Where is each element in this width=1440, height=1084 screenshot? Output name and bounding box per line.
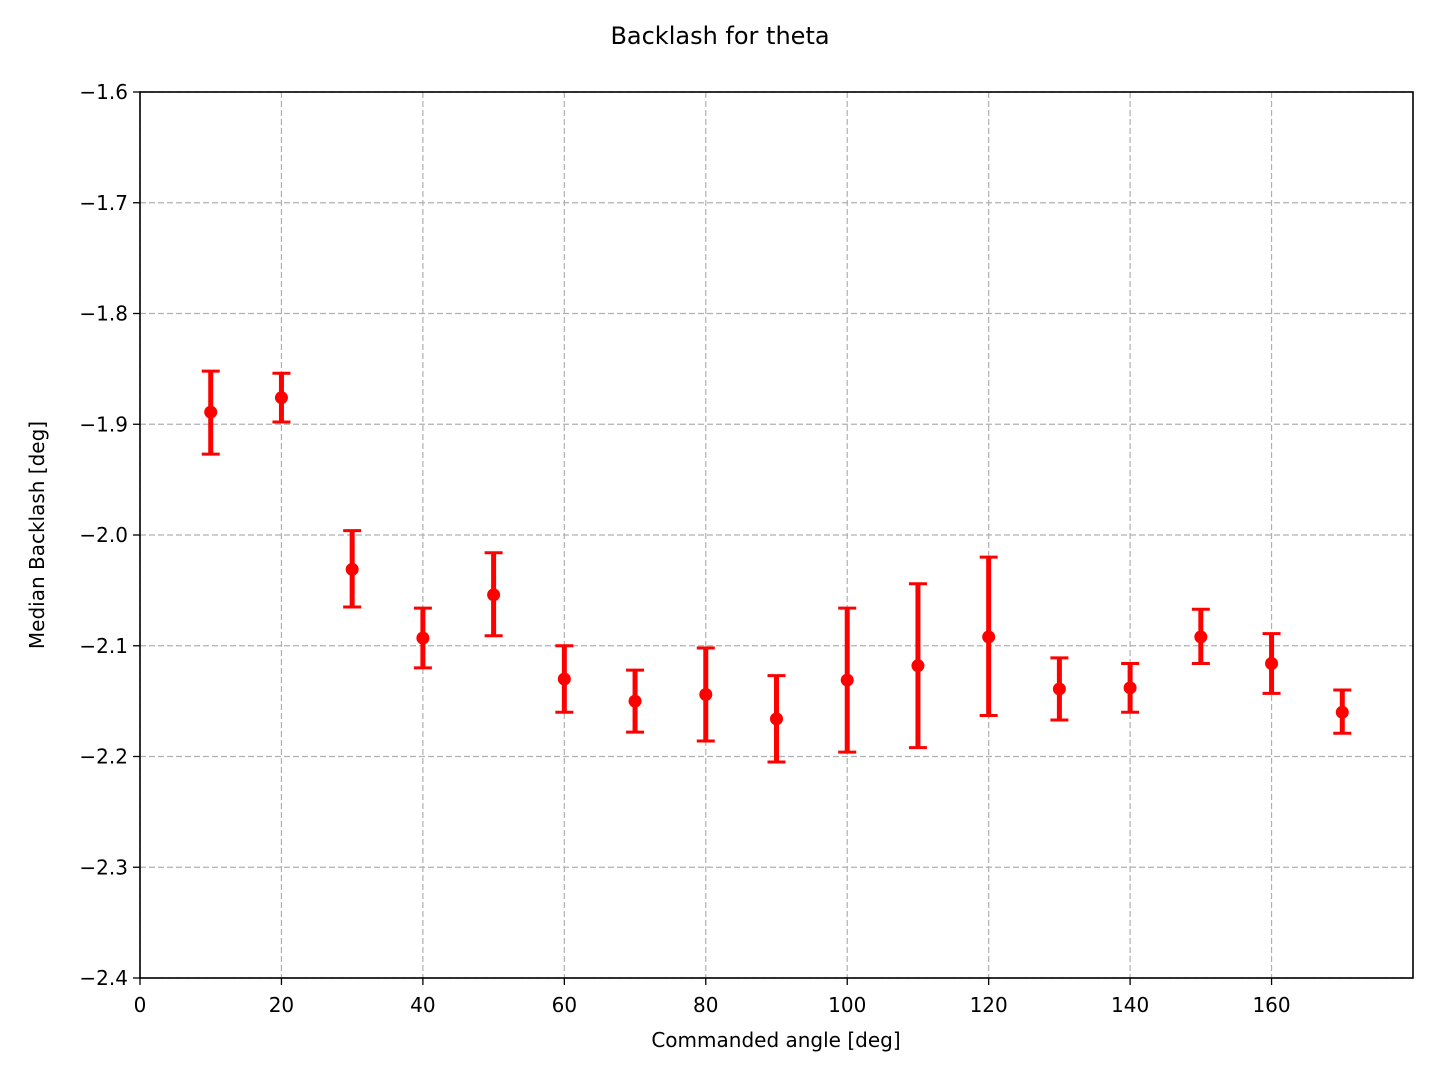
x-tick-label: 140	[1111, 993, 1149, 1017]
errorbar-point	[555, 644, 574, 714]
grid-layer	[139, 91, 1413, 979]
errorbar-point	[413, 606, 432, 670]
errorbar-point	[979, 555, 998, 718]
tick-layer: 0 20 40 60 80 100 120 140 160 −2.4 −2.3 −2.2 −2.1 −2.…	[79, 80, 1290, 1017]
y-tick-label: −2.4	[79, 966, 128, 990]
data-point	[1265, 656, 1279, 670]
y-tick-label: −1.8	[79, 302, 128, 326]
errorbar-point	[1191, 607, 1210, 665]
errorbar-point	[484, 551, 503, 638]
data-point	[1123, 681, 1137, 695]
data-point	[911, 659, 925, 673]
errorbar-point	[838, 606, 857, 754]
errorbar-point	[201, 369, 220, 456]
errorbar-point	[767, 674, 786, 764]
chart-title: Backlash for theta	[610, 22, 829, 50]
errorbar-point	[908, 582, 927, 750]
data-point	[982, 630, 996, 644]
y-tick-label: −2.2	[79, 745, 128, 769]
data-point	[1052, 682, 1066, 696]
errorbar-point	[1262, 632, 1281, 695]
data-point	[557, 672, 571, 686]
y-tick-label: −1.6	[79, 80, 128, 104]
x-tick-label: 120	[970, 993, 1008, 1017]
x-tick-label: 100	[828, 993, 866, 1017]
x-tick-label: 0	[134, 993, 147, 1017]
y-tick-label: −2.1	[79, 634, 128, 658]
errorbar-point	[696, 646, 715, 743]
data-point	[274, 391, 288, 405]
x-tick-label: 80	[693, 993, 718, 1017]
data-point	[1194, 630, 1208, 644]
errorbar-point	[1333, 688, 1352, 735]
errorbar-point	[1121, 661, 1140, 714]
errorbar-point	[343, 529, 362, 609]
x-axis-label: Commanded angle [deg]	[651, 1028, 900, 1052]
data-layer	[201, 369, 1352, 764]
x-tick-label: 160	[1252, 993, 1290, 1017]
y-axis-label: Median Backlash [deg]	[25, 421, 49, 649]
data-point	[840, 673, 854, 687]
errorbar-point	[626, 668, 645, 734]
x-tick-label: 40	[410, 993, 435, 1017]
y-tick-label: −2.3	[79, 855, 128, 879]
data-point	[204, 405, 218, 419]
y-tick-label: −1.9	[79, 412, 128, 436]
data-point	[699, 687, 713, 701]
y-tick-label: −1.7	[79, 191, 128, 215]
x-tick-label: 60	[552, 993, 577, 1017]
data-point	[628, 694, 642, 708]
errorbar-point	[1050, 656, 1069, 722]
data-point	[345, 562, 359, 576]
y-tick-label: −2.0	[79, 523, 128, 547]
errorbar-point	[272, 371, 291, 424]
data-point	[416, 631, 430, 645]
data-point	[1335, 705, 1349, 719]
x-tick-label: 20	[269, 993, 294, 1017]
data-point	[770, 712, 783, 726]
data-point	[487, 588, 501, 602]
